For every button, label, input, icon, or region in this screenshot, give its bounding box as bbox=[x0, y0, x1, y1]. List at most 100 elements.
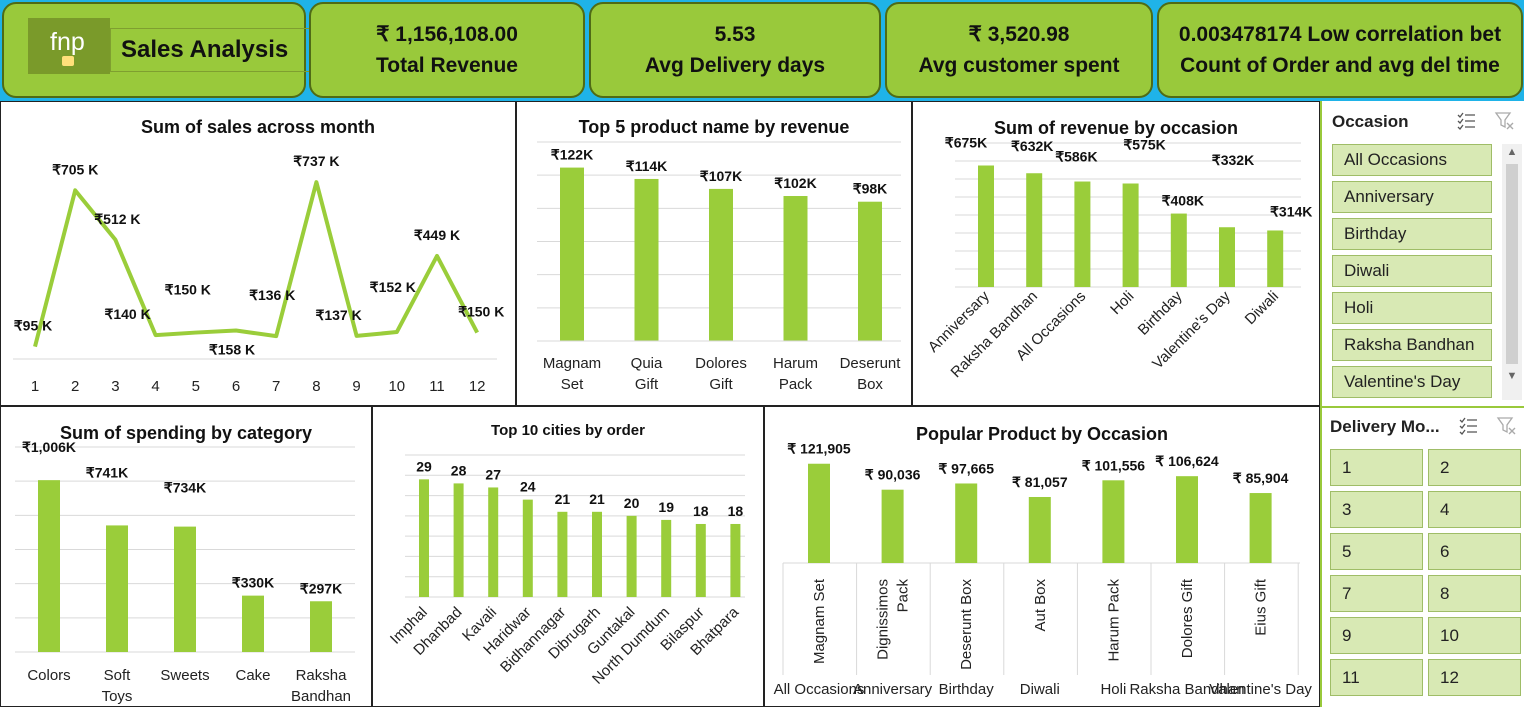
x-tick-label: Dignissimos bbox=[875, 579, 892, 660]
slicer-item-delivery[interactable]: 7 bbox=[1330, 575, 1423, 612]
x-tick-label: Raksha bbox=[296, 667, 348, 684]
slicer-item-delivery[interactable]: 11 bbox=[1330, 659, 1423, 696]
slicer-item-occasion[interactable]: Diwali bbox=[1332, 255, 1492, 287]
slicer-item-delivery[interactable]: 5 bbox=[1330, 533, 1423, 570]
slicer-item-delivery[interactable]: 12 bbox=[1428, 659, 1521, 696]
data-label: ₹122K bbox=[551, 147, 593, 163]
x-tick-label: Pack bbox=[895, 579, 912, 613]
bar bbox=[1267, 230, 1284, 287]
slicer-item-delivery[interactable]: 10 bbox=[1428, 617, 1521, 654]
bar bbox=[881, 489, 904, 563]
data-label: ₹705 K bbox=[52, 161, 98, 177]
x-tick-label: Bandhan bbox=[291, 688, 351, 705]
slicer-item-delivery[interactable]: 1 bbox=[1330, 449, 1423, 486]
data-label: 21 bbox=[589, 491, 605, 507]
chart-title: Sum of spending by category bbox=[59, 423, 313, 443]
slicer-item-delivery[interactable]: 6 bbox=[1428, 533, 1521, 570]
chart-title: Top 10 cities by order bbox=[491, 422, 645, 439]
data-label: ₹1,006K bbox=[22, 439, 76, 455]
x-tick-label: 3 bbox=[111, 378, 119, 395]
data-label: 28 bbox=[451, 462, 467, 478]
data-label: ₹98K bbox=[853, 181, 888, 197]
group-label: All Occasions bbox=[774, 681, 865, 698]
bar bbox=[242, 595, 264, 652]
data-label: 29 bbox=[416, 458, 432, 474]
kpi-avg-delivery-days: 5.53 Avg Delivery days bbox=[589, 2, 881, 98]
fnp-logo: fnp bbox=[28, 18, 110, 74]
slicer-item-occasion[interactable]: Anniversary bbox=[1332, 181, 1492, 213]
data-label: ₹314K bbox=[1270, 203, 1312, 219]
kpi-label: Total Revenue bbox=[376, 54, 518, 77]
data-label: 21 bbox=[555, 491, 571, 507]
bar bbox=[808, 463, 830, 563]
x-tick-label: 9 bbox=[352, 378, 360, 395]
bar bbox=[592, 511, 602, 597]
bar bbox=[1219, 227, 1235, 287]
data-label: ₹737 K bbox=[293, 153, 339, 169]
x-tick-label: Harum Pack bbox=[1105, 579, 1122, 662]
clear-filter-icon[interactable] bbox=[1494, 111, 1514, 131]
data-label: ₹102K bbox=[774, 175, 816, 191]
slicer-item-occasion[interactable]: Birthday bbox=[1332, 218, 1492, 250]
x-tick-label: Gift bbox=[635, 376, 659, 393]
bar bbox=[730, 523, 741, 597]
chart-title: Top 5 product name by revenue bbox=[578, 117, 850, 137]
data-label: ₹ 81,057 bbox=[1012, 474, 1068, 490]
clear-filter-icon[interactable] bbox=[1496, 416, 1516, 436]
chevron-up-icon[interactable]: ▲ bbox=[1506, 146, 1518, 158]
gift-icon bbox=[62, 56, 74, 66]
group-label: Anniversary bbox=[853, 681, 933, 698]
x-tick-label: 1 bbox=[31, 378, 39, 395]
bar-chart-top-cities: 29Imphal28Dhanbad27Kavali24Haridwar21Bid… bbox=[387, 454, 745, 688]
slicer-scrollbar[interactable]: ▲ ▼ bbox=[1502, 144, 1522, 400]
bar bbox=[1122, 183, 1139, 287]
bar bbox=[634, 178, 659, 341]
bar bbox=[1170, 213, 1187, 287]
x-tick-label: Quia bbox=[631, 355, 663, 372]
data-label: 27 bbox=[485, 466, 501, 482]
chevron-down-icon[interactable]: ▼ bbox=[1506, 370, 1518, 382]
data-label: 18 bbox=[693, 503, 709, 519]
slicer-item-delivery[interactable]: 8 bbox=[1428, 575, 1521, 612]
panel-revenue-by-occasion: Sum of revenue by occasion ₹675K Annivers… bbox=[912, 101, 1320, 406]
chart-title: Popular Product by Occasion bbox=[915, 424, 1169, 444]
data-label: ₹150 K bbox=[165, 282, 211, 298]
bar bbox=[978, 165, 994, 287]
multi-select-icon[interactable] bbox=[1456, 111, 1476, 131]
slicer-item-delivery[interactable]: 9 bbox=[1330, 617, 1423, 654]
bar-chart-popular-product: ₹ 121,905 Magnam Set All Occasions ₹ 90,036… bbox=[774, 441, 1313, 698]
slicer-occasion: Occasion All Occasions Anniversary Birthda… bbox=[1320, 101, 1524, 406]
x-tick-label: 4 bbox=[151, 378, 159, 395]
kpi-avg-customer-spent: ₹ 3,520.98 Avg customer spent bbox=[885, 2, 1153, 98]
kpi-label: Avg Delivery days bbox=[644, 54, 826, 77]
slicer-item-delivery[interactable]: 4 bbox=[1428, 491, 1521, 528]
kpi-label: Avg customer spent bbox=[918, 54, 1120, 77]
data-label: ₹575K bbox=[1123, 137, 1165, 153]
bar bbox=[1026, 173, 1043, 287]
x-tick-label: Deserunt Box bbox=[958, 579, 975, 670]
slicer-item-occasion[interactable]: Holi bbox=[1332, 292, 1492, 324]
bar bbox=[695, 523, 706, 597]
x-tick-label: Toys bbox=[102, 688, 133, 705]
slicer-item-delivery[interactable]: 2 bbox=[1428, 449, 1521, 486]
slicer-item-delivery[interactable]: 3 bbox=[1330, 491, 1423, 528]
data-label: ₹330K bbox=[232, 575, 274, 591]
slicer-item-occasion[interactable]: Raksha Bandhan bbox=[1332, 329, 1492, 361]
x-tick-label: 5 bbox=[192, 378, 200, 395]
data-label: ₹449 K bbox=[414, 227, 460, 243]
data-label: ₹107K bbox=[700, 168, 742, 184]
scrollbar-thumb[interactable] bbox=[1506, 164, 1518, 364]
data-label: ₹158 K bbox=[209, 342, 255, 358]
multi-select-icon[interactable] bbox=[1458, 416, 1478, 436]
data-label: 20 bbox=[624, 495, 640, 511]
group-label: Raksha Bandhan bbox=[1129, 681, 1244, 698]
bar bbox=[174, 526, 196, 652]
slicer-item-occasion[interactable]: All Occasions bbox=[1332, 144, 1492, 176]
slicer-item-occasion[interactable]: Valentine's Day bbox=[1332, 366, 1492, 398]
data-label: ₹586K bbox=[1055, 149, 1097, 165]
data-label: ₹140 K bbox=[104, 306, 150, 322]
data-label: ₹ 121,905 bbox=[787, 441, 851, 457]
kpi-value: ₹ 1,156,108.00 bbox=[376, 23, 518, 46]
data-label: ₹ 90,036 bbox=[865, 467, 921, 483]
x-tick-label: Eius Gift bbox=[1253, 578, 1270, 636]
